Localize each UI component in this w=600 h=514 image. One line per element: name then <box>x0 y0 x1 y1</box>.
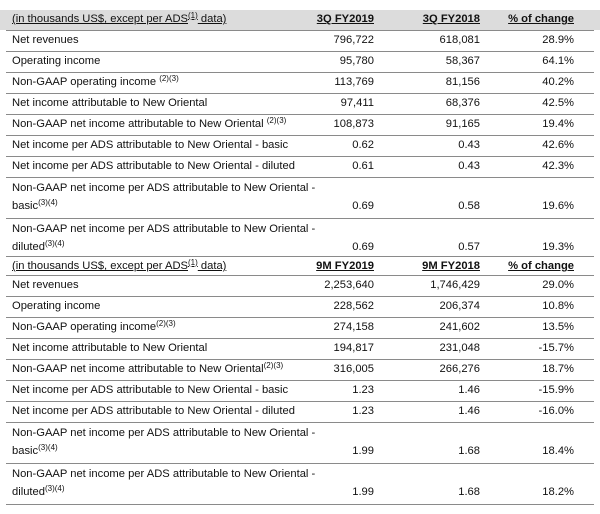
table-row: Non-GAAP net income per ADS attributable… <box>12 468 574 498</box>
divider <box>6 114 594 115</box>
table-row: Operating income 95,780 58,367 64.1% <box>12 55 574 67</box>
section1-col3-header: % of change <box>508 13 574 25</box>
table-row: Net income attributable to New Oriental … <box>12 97 574 109</box>
divider <box>6 504 594 505</box>
divider <box>6 463 594 464</box>
divider <box>6 275 594 276</box>
divider <box>6 338 594 339</box>
table-row: Net income per ADS attributable to New O… <box>12 384 574 396</box>
table-row: Operating income 228,562 206,374 10.8% <box>12 300 574 312</box>
divider <box>6 296 594 297</box>
table-row: Non-GAAP net income per ADS attributable… <box>12 223 574 253</box>
table-row: Non-GAAP operating income (2)(3) 113,769… <box>12 74 574 89</box>
table-row: Non-GAAP net income per ADS attributable… <box>12 182 574 212</box>
divider <box>6 422 594 423</box>
table-row: Non-GAAP operating income(2)(3) 274,158 … <box>12 319 574 334</box>
table-row: Net revenues 2,253,640 1,746,429 29.0% <box>12 279 574 291</box>
table-row: Non-GAAP net income attributable to New … <box>12 361 574 376</box>
divider <box>6 72 594 73</box>
divider <box>6 218 594 219</box>
divider <box>6 317 594 318</box>
section1-col1-header: 3Q FY2019 <box>316 13 374 25</box>
table-row: Net income per ADS attributable to New O… <box>12 160 574 172</box>
divider <box>6 177 594 178</box>
table-row: Non-GAAP net income attributable to New … <box>12 116 574 131</box>
divider <box>6 51 594 52</box>
divider <box>6 359 594 360</box>
divider <box>6 30 594 31</box>
divider <box>6 135 594 136</box>
divider <box>6 380 594 381</box>
divider <box>6 156 594 157</box>
section2-col2-header: 9M FY2018 <box>422 260 480 272</box>
section1-col2-header: 3Q FY2018 <box>422 13 480 25</box>
section2-unit-note: (in thousands US$, except per ADS(1) dat… <box>12 258 227 273</box>
table-row: Net revenues 796,722 618,081 28.9% <box>12 34 574 46</box>
table-row: Net income per ADS attributable to New O… <box>12 139 574 151</box>
table-row: Net income attributable to New Oriental … <box>12 342 574 354</box>
divider <box>6 401 594 402</box>
divider <box>6 256 594 257</box>
section1-header-row: (in thousands US$, except per ADS(1) dat… <box>0 10 600 30</box>
table-row: Net income per ADS attributable to New O… <box>12 405 574 417</box>
divider <box>6 93 594 94</box>
section2-col3-header: % of change <box>508 260 574 272</box>
section2-header-row: (in thousands US$, except per ADS(1) dat… <box>0 257 600 277</box>
section1-unit-note: (in thousands US$, except per ADS(1) dat… <box>12 11 227 26</box>
table-row: Non-GAAP net income per ADS attributable… <box>12 427 574 457</box>
section2-col1-header: 9M FY2019 <box>316 260 374 272</box>
